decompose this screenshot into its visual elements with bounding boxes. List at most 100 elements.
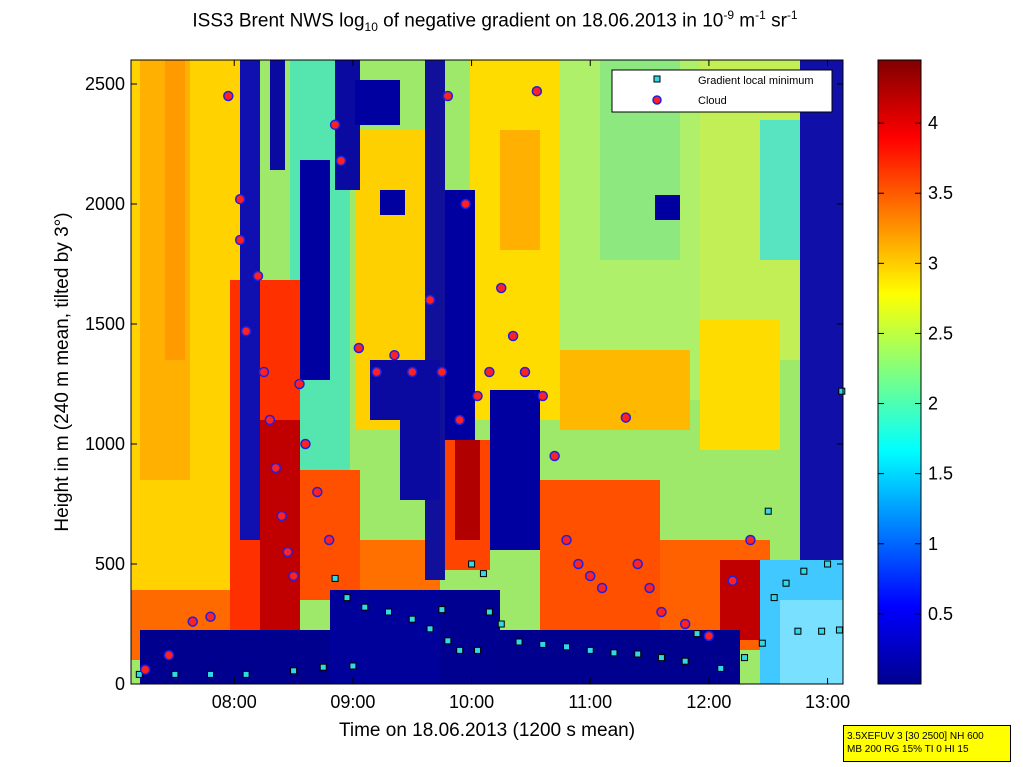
x-tick-label: 10:00 bbox=[449, 692, 494, 712]
gradient-minimum-point bbox=[794, 627, 802, 635]
cloud-point bbox=[252, 270, 264, 282]
y-tick-label: 0 bbox=[115, 674, 125, 694]
cloud-point bbox=[561, 534, 572, 546]
gradient-minimum-point bbox=[657, 654, 665, 662]
cloud-point bbox=[484, 366, 495, 378]
gradient-minimum-point bbox=[764, 507, 772, 515]
gradient-minimum-point bbox=[586, 646, 594, 654]
cloud-point bbox=[656, 606, 667, 618]
cloud-point bbox=[240, 325, 252, 337]
gradient-minimum-point bbox=[456, 646, 464, 654]
gradient-minimum-point bbox=[171, 670, 179, 678]
gradient-minimum-point bbox=[838, 387, 846, 395]
y-axis-label: Height in m (240 m mean, tilted by 3°) bbox=[52, 212, 73, 531]
colorbar-tick-label: 1.5 bbox=[928, 464, 953, 484]
gradient-minimum-point bbox=[485, 608, 493, 616]
cloud-point bbox=[288, 570, 299, 582]
gradient-minimum-point bbox=[319, 663, 327, 671]
gradient-minimum-point bbox=[818, 627, 826, 635]
cloud-point bbox=[549, 450, 560, 462]
cloud-point bbox=[620, 412, 632, 423]
cloud-point bbox=[584, 570, 596, 582]
colorbar-tick-label: 4 bbox=[928, 113, 938, 133]
cloud-point bbox=[495, 282, 507, 294]
cloud-point bbox=[329, 119, 341, 131]
colorbar-tick-label: 2 bbox=[928, 394, 938, 414]
settings-info-box: 3.5XEFUV 3 [30 2500] NH 600 MB 200 RG 15… bbox=[843, 725, 1011, 762]
gradient-minimum-point bbox=[824, 560, 832, 568]
cloud-point bbox=[596, 582, 608, 594]
x-tick-label: 08:00 bbox=[212, 692, 257, 712]
legend-square-marker bbox=[653, 75, 661, 83]
cloud-point bbox=[264, 414, 276, 426]
x-tick-label: 12:00 bbox=[686, 692, 731, 712]
legend-label-cloud: Cloud bbox=[698, 95, 727, 107]
cloud-point bbox=[460, 198, 471, 210]
cloud-point bbox=[353, 342, 365, 354]
gradient-minimum-point bbox=[741, 654, 749, 662]
y-tick-label: 1000 bbox=[85, 434, 125, 454]
cloud-series bbox=[139, 85, 756, 675]
gradient-minimum-point bbox=[408, 615, 416, 623]
cloud-point bbox=[187, 616, 198, 627]
gradient-minimum-point bbox=[610, 649, 618, 657]
cloud-point bbox=[371, 366, 382, 378]
y-axis: 0 500 1000 1500 2000 2500 bbox=[85, 74, 843, 694]
info-line-1: 3.5XEFUV 3 [30 2500] NH 600 bbox=[847, 731, 984, 742]
colorbar-tick-label: 2.5 bbox=[928, 323, 953, 343]
colorbar-tick-label: 3 bbox=[928, 253, 938, 273]
cloud-point bbox=[276, 510, 287, 522]
y-tick-label: 1500 bbox=[85, 314, 125, 334]
gradient-minimum-point bbox=[349, 662, 357, 670]
cloud-point bbox=[300, 438, 311, 450]
cloud-point bbox=[679, 618, 691, 630]
legend-label-gradient: Gradient local minimum bbox=[698, 75, 814, 87]
gradient-minimum-point bbox=[135, 670, 143, 678]
gradient-minimum-point bbox=[515, 638, 523, 646]
gradient-minimum-point bbox=[497, 620, 505, 628]
gradient-local-minimum-series bbox=[135, 387, 846, 678]
cloud-point bbox=[745, 534, 756, 546]
cloud-point bbox=[163, 649, 175, 661]
gradient-minimum-point bbox=[717, 664, 725, 672]
colorbar bbox=[877, 59, 922, 685]
cloud-point bbox=[537, 390, 549, 402]
chart-title: ISS3 Brent NWS log10 of negative gradien… bbox=[192, 8, 798, 35]
gradient-minimum-point bbox=[385, 608, 393, 616]
cloud-point bbox=[644, 582, 655, 594]
gradient-minimum-point bbox=[444, 637, 452, 645]
cloud-point bbox=[519, 366, 531, 378]
cloud-point bbox=[234, 234, 246, 246]
gradient-minimum-point bbox=[207, 670, 215, 678]
x-axis-label: Time on 18.06.2013 (1200 s mean) bbox=[339, 720, 635, 741]
cloud-point bbox=[573, 558, 584, 570]
gradient-minimum-point bbox=[479, 570, 487, 578]
cloud-point bbox=[205, 611, 216, 623]
gradient-minimum-point bbox=[800, 567, 808, 575]
cloud-point bbox=[454, 414, 465, 426]
colorbar-ticks: 0.5 1 1.5 2 2.5 3 3.5 4 bbox=[878, 113, 953, 624]
gradient-minimum-point bbox=[563, 643, 571, 651]
gradient-minimum-point bbox=[468, 560, 476, 568]
cloud-point bbox=[727, 575, 738, 587]
cloud-point bbox=[703, 630, 715, 642]
gradient-minimum-point bbox=[835, 626, 843, 634]
gradient-minimum-point bbox=[290, 667, 298, 675]
gradient-minimum-point bbox=[634, 650, 642, 658]
y-tick-label: 2000 bbox=[85, 194, 125, 214]
cloud-point bbox=[258, 366, 270, 378]
plot-frame bbox=[130, 59, 844, 685]
gradient-minimum-point bbox=[426, 625, 434, 633]
gradient-minimum-point bbox=[331, 574, 339, 582]
cloud-point bbox=[472, 390, 483, 402]
cloud-point bbox=[531, 85, 543, 97]
legend-circle-marker bbox=[652, 95, 662, 105]
cloud-point bbox=[335, 155, 347, 167]
gradient-minimum-point bbox=[343, 594, 351, 602]
x-axis: 08:00 09:00 10:00 11:00 12:00 13:00 bbox=[212, 60, 850, 712]
cloud-point bbox=[270, 462, 282, 474]
cloud-point bbox=[632, 558, 643, 570]
x-tick-label: 09:00 bbox=[330, 692, 375, 712]
x-tick-label: 11:00 bbox=[568, 692, 612, 712]
